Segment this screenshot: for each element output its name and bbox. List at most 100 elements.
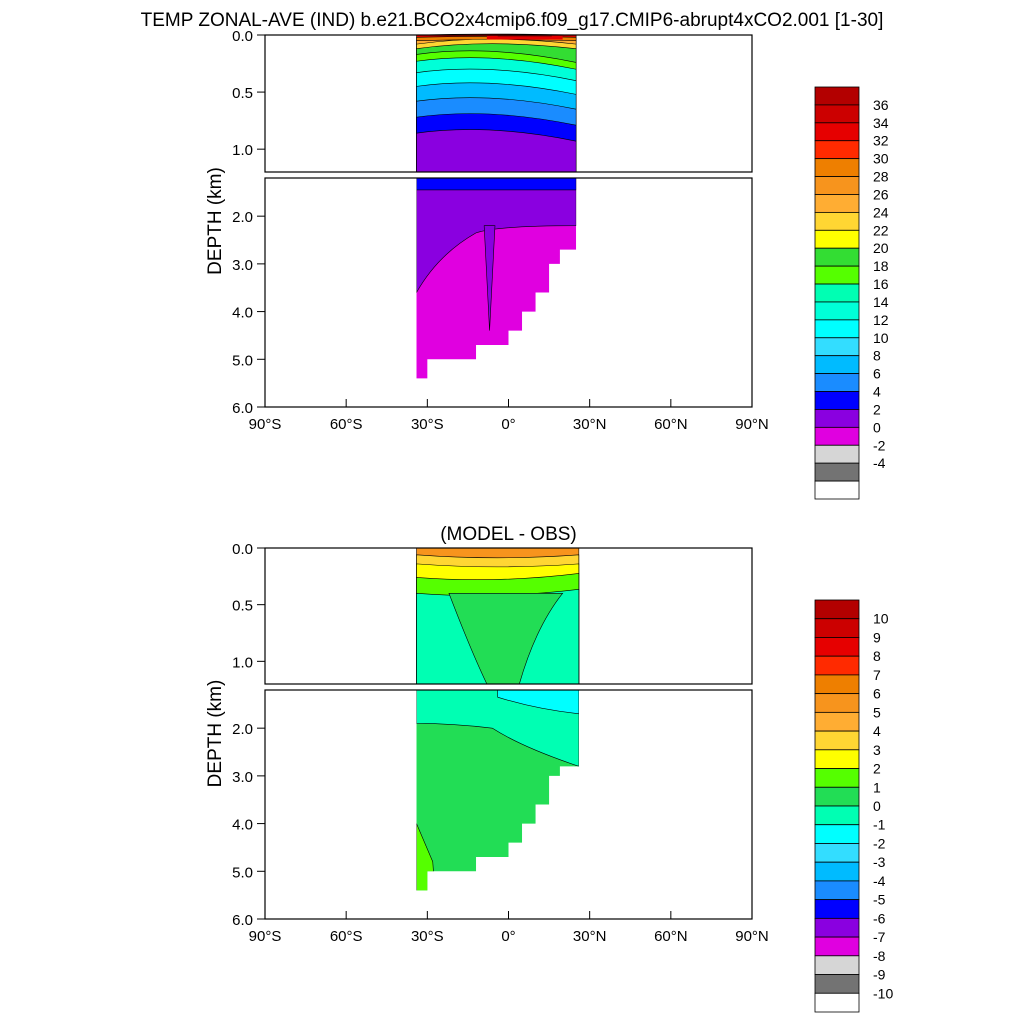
colorbar-label: 2: [873, 761, 881, 777]
colorbar-label: -3: [873, 854, 886, 870]
y-tick-label: 6.0: [232, 400, 253, 417]
colorbar-label: 8: [873, 348, 881, 364]
colorbar-label: -9: [873, 967, 886, 983]
colorbar-label: 8: [873, 648, 881, 664]
x-tick-label: 90°S: [249, 928, 282, 945]
colorbar-swatch: [814, 158, 860, 177]
colorbar-swatch: [814, 936, 860, 957]
contour-band: [416, 129, 577, 173]
y-tick-label: 5.0: [232, 864, 253, 881]
colorbar-label: -7: [873, 929, 886, 945]
colorbar-swatch: [814, 711, 860, 732]
colorbar-label: 20: [873, 240, 889, 256]
colorbar-swatch: [814, 861, 860, 882]
x-tick-label: 90°S: [249, 416, 282, 433]
colorbar-label: 5: [873, 704, 881, 720]
colorbar-swatch: [814, 693, 860, 713]
x-tick-label: 30°S: [411, 928, 444, 945]
colorbar-swatch: [814, 319, 860, 339]
colorbar-label: 16: [873, 276, 889, 292]
colorbar-label: -6: [873, 910, 886, 926]
colorbar-label: -8: [873, 948, 886, 964]
colorbar-swatch: [814, 462, 860, 482]
contour-band: [416, 690, 579, 767]
colorbar-swatch: [814, 655, 860, 676]
y-axis-label: DEPTH (km): [205, 167, 226, 275]
colorbar-swatch: [814, 899, 860, 919]
colorbar-label: 0: [873, 798, 881, 814]
x-tick-label: 60°N: [654, 416, 688, 433]
colorbar-swatch: [814, 373, 860, 392]
colorbar-label: -4: [873, 873, 886, 889]
lower-section-field: [416, 690, 579, 891]
colorbar-label: 2: [873, 401, 881, 417]
y-tick-label: 5.0: [232, 352, 253, 369]
warm-core: [486, 35, 563, 40]
colorbar-label: 22: [873, 222, 889, 238]
colorbar-swatch: [814, 917, 860, 938]
y-tick-label: 0.0: [232, 541, 253, 558]
x-tick-label: 60°S: [330, 928, 363, 945]
colorbar-label: 24: [873, 204, 889, 220]
colorbar-label: 10: [873, 330, 889, 346]
colorbar-label: 34: [873, 115, 889, 131]
colorbar-swatch: [814, 283, 860, 303]
colorbar-swatch: [814, 768, 860, 788]
colorbar-swatch: [814, 599, 860, 620]
colorbar-swatch: [814, 104, 860, 124]
colorbar-label: 18: [873, 258, 889, 274]
x-tick-label: 30°N: [573, 416, 607, 433]
colorbar-label: 4: [873, 384, 881, 400]
colorbar-swatch: [814, 194, 860, 213]
colorbar-swatch: [814, 391, 860, 410]
y-tick-label: 3.0: [232, 769, 253, 786]
contour-band: [497, 690, 579, 715]
x-tick-label: 90°N: [735, 416, 769, 433]
colorbar-label: -2: [873, 835, 886, 851]
colorbar-swatch: [814, 480, 860, 500]
warm-core-max: [497, 35, 552, 38]
main-title: TEMP ZONAL-AVE (IND) b.e21.BCO2x4cmip6.f…: [141, 10, 884, 31]
x-tick-label: 0°: [501, 928, 515, 945]
colorbar-label: 14: [873, 294, 889, 310]
colorbar-label: -10: [873, 985, 893, 1001]
colorbar-label: 4: [873, 723, 881, 739]
contour-band: [483, 225, 496, 331]
upper-section-field: [416, 547, 580, 685]
colorbar-label: 28: [873, 169, 889, 185]
upper-section-field: [416, 33, 577, 173]
colorbar-swatch: [814, 122, 860, 142]
colorbar-swatch: [814, 301, 860, 321]
colorbar-swatch: [814, 211, 860, 231]
y-tick-label: 4.0: [232, 817, 253, 834]
colorbar-label: -4: [873, 455, 886, 471]
colorbar-swatch: [814, 176, 860, 195]
x-tick-label: 90°N: [735, 928, 769, 945]
colorbar-swatch: [814, 786, 860, 807]
colorbar-swatch: [814, 140, 860, 160]
y-axis-label: DEPTH (km): [205, 680, 226, 788]
colorbar-label: -2: [873, 437, 886, 453]
colorbar-label: 3: [873, 742, 881, 758]
x-tick-label: 30°S: [411, 416, 444, 433]
colorbar-swatch: [814, 730, 860, 751]
colorbar-swatch: [814, 337, 860, 357]
lower-section-field: [416, 178, 577, 379]
colorbar-swatch: [814, 843, 860, 863]
x-tick-label: 60°S: [330, 416, 363, 433]
colorbar-swatch: [814, 805, 860, 826]
colorbar-label: 30: [873, 151, 889, 167]
colorbar-swatch: [814, 247, 860, 267]
y-tick-label: 2.0: [232, 721, 253, 738]
colorbar-label: 10: [873, 611, 889, 627]
colorbar-label: 12: [873, 312, 889, 328]
contour-band: [416, 178, 577, 294]
colorbar-label: 26: [873, 186, 889, 202]
colorbar-swatch: [814, 426, 860, 446]
colorbar-swatch: [814, 86, 860, 106]
colorbar-swatch: [814, 955, 860, 975]
colorbar-swatch: [814, 674, 860, 695]
colorbar-label: -1: [873, 817, 886, 833]
